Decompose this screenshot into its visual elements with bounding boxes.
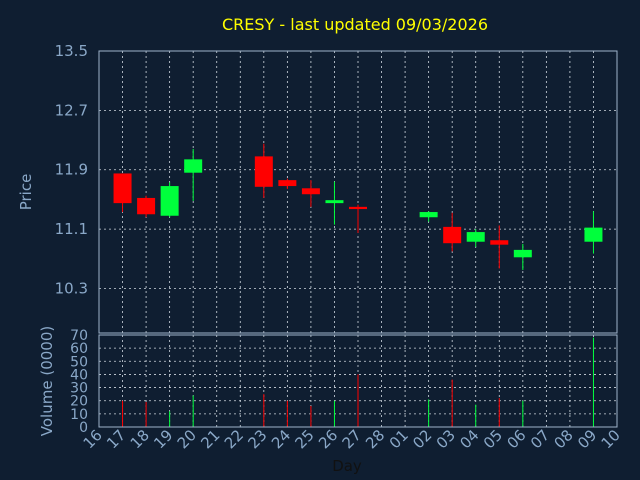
x-axis-label: Day	[332, 457, 362, 475]
chart-title: CRESY - last updated 09/03/2026	[222, 15, 488, 34]
candle-body	[490, 240, 509, 245]
price-tick-label: 10.3	[55, 279, 88, 297]
candle-body	[349, 206, 367, 210]
volume-tick-label: 10	[70, 407, 88, 423]
candle-body	[325, 200, 344, 204]
candles	[113, 143, 603, 270]
candle-body	[254, 156, 273, 187]
candle-body	[301, 188, 320, 195]
candle-body	[513, 249, 532, 258]
volume-axis-label: Volume (0000)	[38, 326, 56, 436]
volume-tick-label: 40	[70, 367, 88, 383]
price-tick-label: 11.9	[55, 161, 88, 179]
volume-tick-label: 50	[70, 354, 88, 370]
candle-body	[466, 232, 485, 242]
price-panel-frame	[98, 50, 618, 334]
price-tick-label: 13.5	[55, 42, 88, 60]
price-tick-labels: 13.5 12.7 11.9 11.1 10.3	[55, 42, 88, 297]
volume-bars	[122, 337, 594, 427]
candle-body	[160, 186, 179, 216]
volume-tick-label: 20	[70, 394, 88, 410]
candle-body	[278, 180, 297, 187]
candle-body	[443, 226, 462, 244]
x-tick-labels: 1617181920212223242526272801020304050607…	[80, 426, 624, 452]
candle-body	[419, 212, 438, 218]
volume-tick-label: 30	[70, 381, 88, 397]
price-tick-label: 11.1	[55, 220, 88, 238]
candle-body	[113, 173, 132, 204]
candle-body	[584, 227, 603, 242]
candle-body	[184, 159, 203, 173]
volume-tick-label: 60	[70, 341, 88, 357]
volume-tick-label: 70	[70, 328, 88, 344]
price-tick-label: 12.7	[55, 101, 88, 119]
price-axis-label: Price	[17, 174, 35, 211]
volume-panel-frame	[98, 334, 618, 428]
candle-body	[137, 197, 156, 215]
volume-tick-label: 0	[79, 420, 88, 436]
